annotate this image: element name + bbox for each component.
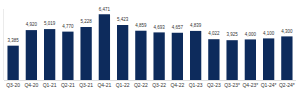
svg-text:4,022: 4,022: [208, 31, 220, 36]
svg-text:Q4-20: Q4-20: [24, 82, 38, 88]
svg-text:3,925: 3,925: [226, 32, 238, 37]
svg-text:Q4-22: Q4-22: [170, 82, 184, 88]
svg-text:3,385: 3,385: [7, 38, 19, 43]
svg-text:Q3-20: Q3-20: [6, 82, 20, 88]
svg-text:Q1-24*: Q1-24*: [261, 82, 277, 88]
svg-text:Q2-23: Q2-23: [207, 82, 221, 88]
svg-text:5,019: 5,019: [44, 21, 56, 26]
svg-text:4,693: 4,693: [153, 25, 165, 30]
svg-text:4,920: 4,920: [26, 22, 38, 27]
svg-text:Q3-22: Q3-22: [152, 82, 166, 88]
svg-text:Q1-21: Q1-21: [43, 82, 57, 88]
svg-text:4,839: 4,839: [190, 23, 202, 28]
svg-text:Q2-24*: Q2-24*: [279, 82, 295, 88]
svg-text:Q4-23*: Q4-23*: [242, 82, 258, 88]
svg-text:Q1-22: Q1-22: [116, 82, 130, 88]
svg-text:Q3-23*: Q3-23*: [224, 82, 240, 88]
svg-text:6,471: 6,471: [99, 7, 111, 12]
svg-text:5,423: 5,423: [117, 17, 129, 22]
svg-text:4,859: 4,859: [135, 23, 147, 28]
svg-text:Q2-21: Q2-21: [61, 82, 75, 88]
svg-text:4,657: 4,657: [172, 25, 184, 30]
svg-text:5,228: 5,228: [80, 19, 92, 24]
svg-text:Q3-21: Q3-21: [79, 82, 93, 88]
svg-text:4,000: 4,000: [245, 32, 257, 37]
svg-text:Q1-23: Q1-23: [189, 82, 203, 88]
svg-text:Q2-22: Q2-22: [134, 82, 148, 88]
svg-text:Q4-21: Q4-21: [97, 82, 111, 88]
svg-text:4,300: 4,300: [281, 29, 293, 34]
svg-text:4,100: 4,100: [263, 31, 275, 36]
svg-text:4,770: 4,770: [62, 24, 74, 29]
